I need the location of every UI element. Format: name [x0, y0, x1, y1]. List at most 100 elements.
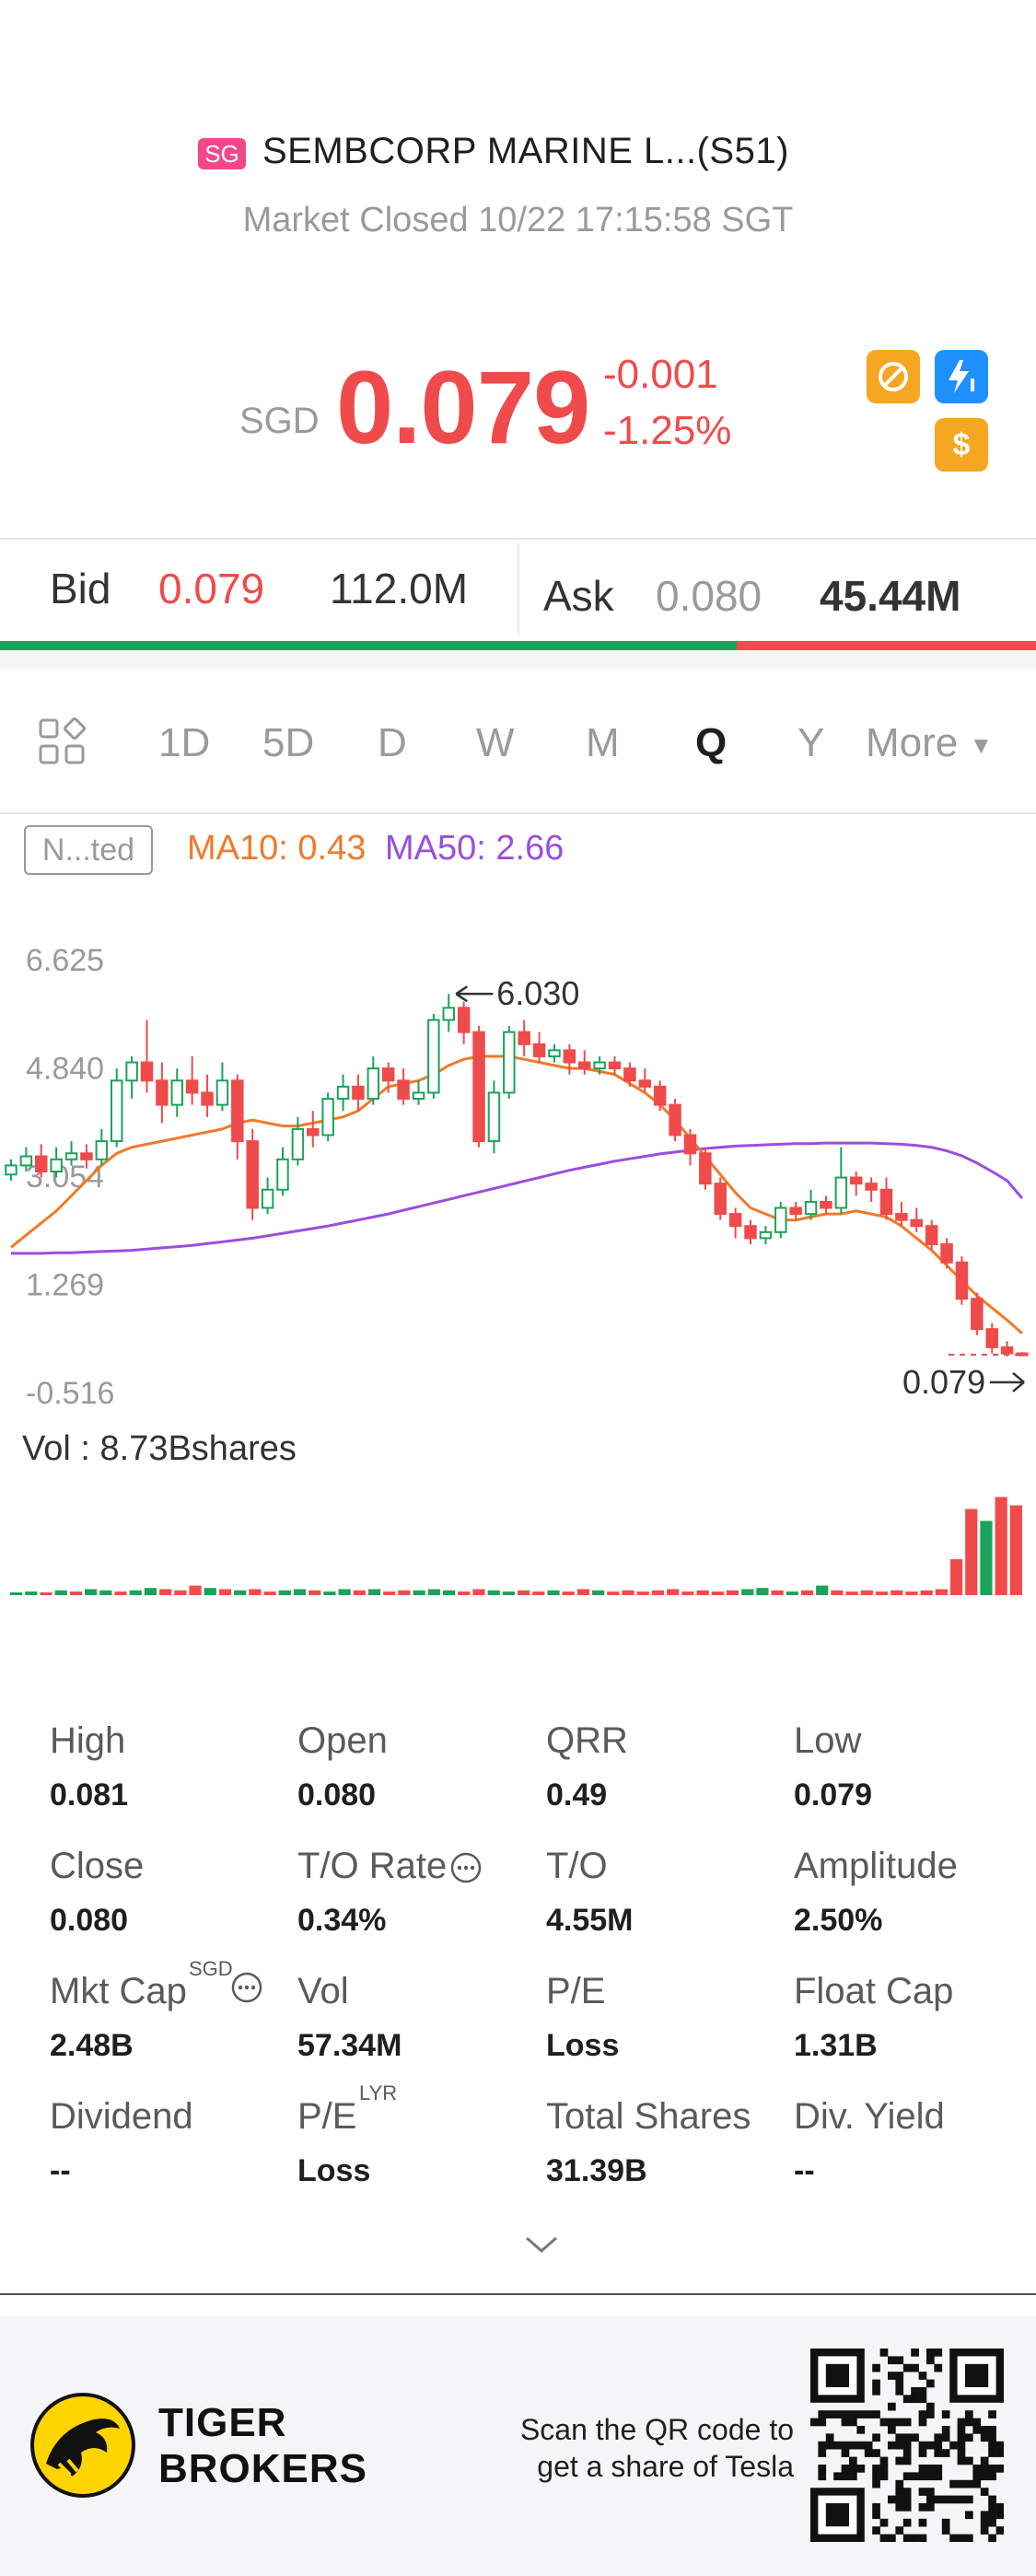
qr-module: [879, 2418, 889, 2427]
volume-bar: [308, 1590, 321, 1595]
qr-module: [965, 2433, 973, 2442]
volume-bar: [518, 1590, 530, 1595]
price-change-percent: -1.25%: [603, 408, 732, 453]
stat-value: --: [794, 2153, 815, 2188]
qr-module: [965, 2511, 973, 2520]
qr-module: [926, 2488, 935, 2496]
volume-bar: [711, 1591, 724, 1595]
section-gap: [0, 650, 1036, 669]
candle-down: [80, 1152, 93, 1160]
volume-bar: [965, 1509, 978, 1595]
candle-up: [125, 1061, 138, 1082]
more-label: More: [866, 720, 959, 765]
qr-module: [949, 2479, 958, 2489]
tab-5d[interactable]: 5D: [262, 720, 315, 765]
qr-module: [833, 2410, 842, 2419]
candle-down: [849, 1176, 863, 1185]
qr-module: [995, 2503, 1004, 2512]
stat-value: 1.31B: [794, 2028, 878, 2063]
no-margin-icon[interactable]: [867, 350, 920, 403]
ma10-label: MA10: 0.43: [187, 829, 367, 868]
candle-down: [971, 1298, 984, 1331]
qr-module: [941, 2495, 950, 2504]
tab-m[interactable]: M: [586, 720, 620, 765]
volume-bar: [726, 1590, 739, 1595]
qr-module: [995, 2526, 1004, 2535]
qr-module: [895, 2488, 904, 2496]
dollar-icon[interactable]: $: [935, 418, 988, 472]
volume-bar: [547, 1590, 560, 1595]
expand-stats-button[interactable]: [521, 2232, 562, 2263]
stock-name[interactable]: SEMBCORP MARINE L...(S51): [262, 131, 789, 171]
more-periods-button[interactable]: More ▼: [866, 720, 993, 766]
candle-down: [472, 1031, 485, 1143]
qr-module: [918, 2465, 927, 2473]
last-price-annotation: 0.079: [902, 1363, 985, 1401]
candle-up: [774, 1206, 787, 1233]
qr-module: [980, 2465, 989, 2473]
qr-module: [872, 2379, 880, 2388]
mkt-cap-info-icon[interactable]: [230, 1971, 263, 2009]
qr-module: [957, 2479, 966, 2489]
qr-module: [888, 2495, 896, 2504]
volume-bar: [502, 1591, 515, 1595]
flash-1-icon[interactable]: [935, 350, 988, 403]
volume-bar: [413, 1590, 425, 1595]
qr-module: [856, 2465, 866, 2473]
qr-module: [926, 2402, 935, 2411]
volume-bar: [442, 1590, 456, 1595]
qr-module: [902, 2488, 912, 2496]
qr-module: [957, 2441, 966, 2450]
qr-module: [911, 2363, 919, 2372]
bid-price: 0.079: [158, 565, 265, 612]
candle-down: [518, 1031, 530, 1045]
qr-module: [988, 2518, 996, 2527]
qr-module: [965, 2479, 973, 2489]
ma10-line: [10, 1055, 1023, 1335]
adjustment-selector[interactable]: N...ted: [24, 825, 153, 875]
stat-value: 57.34M: [297, 2028, 402, 2063]
candle-down: [246, 1140, 259, 1209]
tab-1d[interactable]: 1D: [158, 720, 211, 765]
tab-y[interactable]: Y: [797, 720, 825, 765]
stat-value: 0.079: [794, 1778, 873, 1813]
qr-module: [864, 2441, 873, 2450]
divider: [0, 812, 1036, 814]
qr-module: [972, 2418, 982, 2427]
to-rate-info-icon[interactable]: [449, 1851, 483, 1889]
qr-module: [918, 2518, 927, 2527]
volume-bar: [831, 1590, 844, 1595]
qr-module: [972, 2465, 982, 2473]
qr-module: [888, 2441, 896, 2450]
volume-bar: [622, 1590, 634, 1595]
candle-down: [563, 1049, 576, 1064]
qr-module: [818, 2449, 827, 2457]
qr-module: [926, 2441, 935, 2450]
stat-label: Amplitude: [794, 1846, 958, 1886]
qr-module: [965, 2534, 973, 2542]
qr-module: [810, 2418, 819, 2427]
qr-module: [841, 2418, 850, 2427]
qr-module: [895, 2356, 904, 2365]
qr-module: [957, 2495, 966, 2504]
stat-value: 0.080: [297, 1778, 377, 1813]
volume-bar: [85, 1589, 98, 1595]
qr-module: [825, 2410, 834, 2419]
qr-module: [918, 2387, 927, 2395]
qr-module: [818, 2472, 827, 2481]
stat-value: 0.49: [546, 1778, 608, 1813]
candle-down: [608, 1061, 622, 1070]
candle-up: [50, 1158, 63, 1173]
chart-layout-icon[interactable]: [37, 717, 88, 773]
tab-w[interactable]: W: [476, 720, 515, 765]
candle-up: [5, 1164, 17, 1176]
divider: [0, 2293, 1036, 2295]
tab-d[interactable]: D: [378, 720, 407, 765]
qr-module: [988, 2465, 996, 2473]
candle-down: [457, 1007, 471, 1033]
volume-bar: [234, 1590, 247, 1595]
tab-q[interactable]: Q: [695, 720, 728, 765]
last-price: 0.079: [336, 350, 590, 465]
ma50-label: MA50: 2.66: [385, 829, 565, 868]
